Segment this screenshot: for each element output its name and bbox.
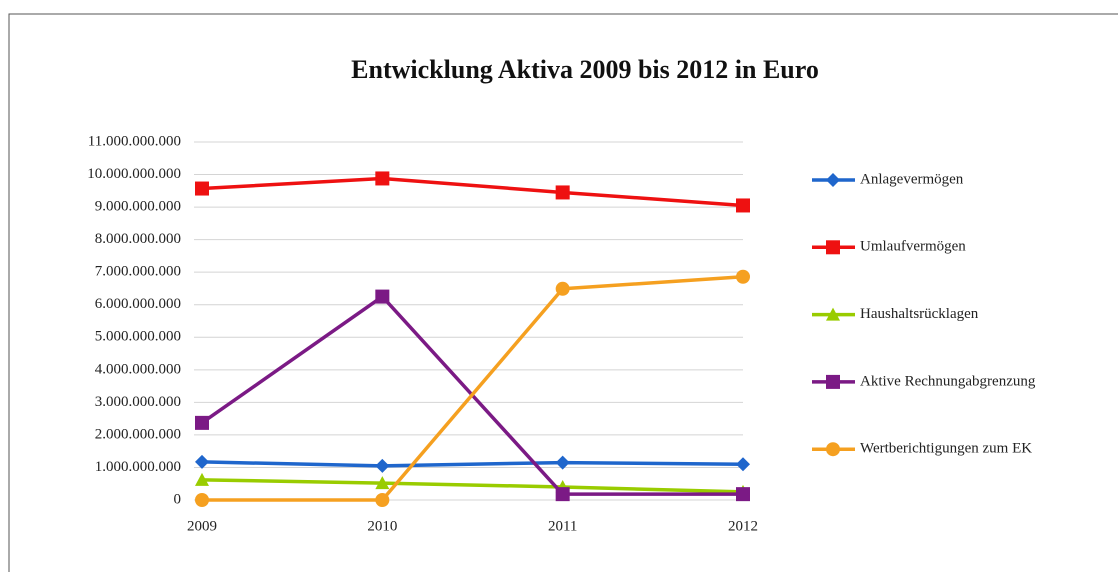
x-tick-label: 2009	[187, 518, 217, 534]
y-tick-label: 6.000.000.000	[95, 296, 181, 312]
marker	[195, 472, 209, 486]
y-tick-label: 10.000.000.000	[87, 166, 181, 182]
y-tick-label: 8.000.000.000	[95, 231, 181, 247]
marker	[826, 173, 840, 187]
legend-item: Wertberichtigungen zum EK	[812, 441, 1032, 457]
marker	[375, 493, 390, 507]
marker	[195, 415, 209, 430]
y-tick-label: 2.000.000.000	[95, 426, 181, 442]
marker	[555, 455, 570, 470]
legend-item: Aktive Rechnungabgrenzung	[812, 373, 1036, 389]
marker	[736, 269, 750, 284]
marker	[375, 171, 390, 186]
y-tick-label: 1.000.000.000	[95, 459, 181, 475]
y-tick-label: 9.000.000.000	[95, 199, 181, 215]
chart-title: Entwicklung Aktiva 2009 bis 2012 in Euro	[351, 55, 819, 84]
series-line	[201, 478, 744, 494]
marker	[555, 281, 570, 296]
marker	[826, 442, 840, 457]
x-tick-label: 2011	[548, 518, 577, 534]
marker	[736, 457, 750, 472]
series-line	[202, 274, 744, 502]
x-tick-label: 2010	[367, 518, 397, 534]
legend-label: Anlagevermögen	[860, 171, 964, 187]
series-line	[201, 460, 744, 468]
marker	[826, 307, 840, 321]
y-tick-label: 0	[174, 491, 182, 507]
y-tick-label: 4.000.000.000	[95, 361, 181, 377]
marker	[195, 181, 209, 196]
marker	[375, 476, 390, 490]
marker	[555, 487, 570, 502]
y-tick-label: 7.000.000.000	[95, 264, 181, 280]
legend-label: Umlaufvermögen	[860, 239, 966, 255]
marker	[555, 185, 570, 200]
legend-label: Haushaltsrücklagen	[860, 306, 979, 322]
marker	[195, 454, 209, 469]
y-tick-label: 5.000.000.000	[95, 329, 181, 345]
legend-item: Umlaufvermögen	[812, 239, 966, 255]
marker	[826, 374, 840, 389]
y-tick-label: 3.000.000.000	[95, 394, 181, 410]
legend-label: Wertberichtigungen zum EK	[860, 441, 1032, 457]
series-line	[201, 176, 744, 208]
marker	[195, 493, 209, 507]
legend-item: Anlagevermögen	[812, 171, 964, 187]
legend-item: Haushaltsrücklagen	[812, 306, 979, 322]
legend-label: Aktive Rechnungabgrenzung	[860, 373, 1036, 389]
marker	[826, 240, 840, 255]
marker	[375, 289, 390, 304]
y-tick-label: 11.000.000.000	[88, 133, 181, 149]
x-tick-label: 2012	[728, 518, 758, 534]
marker	[375, 458, 390, 473]
marker	[736, 487, 750, 502]
marker	[736, 198, 750, 213]
